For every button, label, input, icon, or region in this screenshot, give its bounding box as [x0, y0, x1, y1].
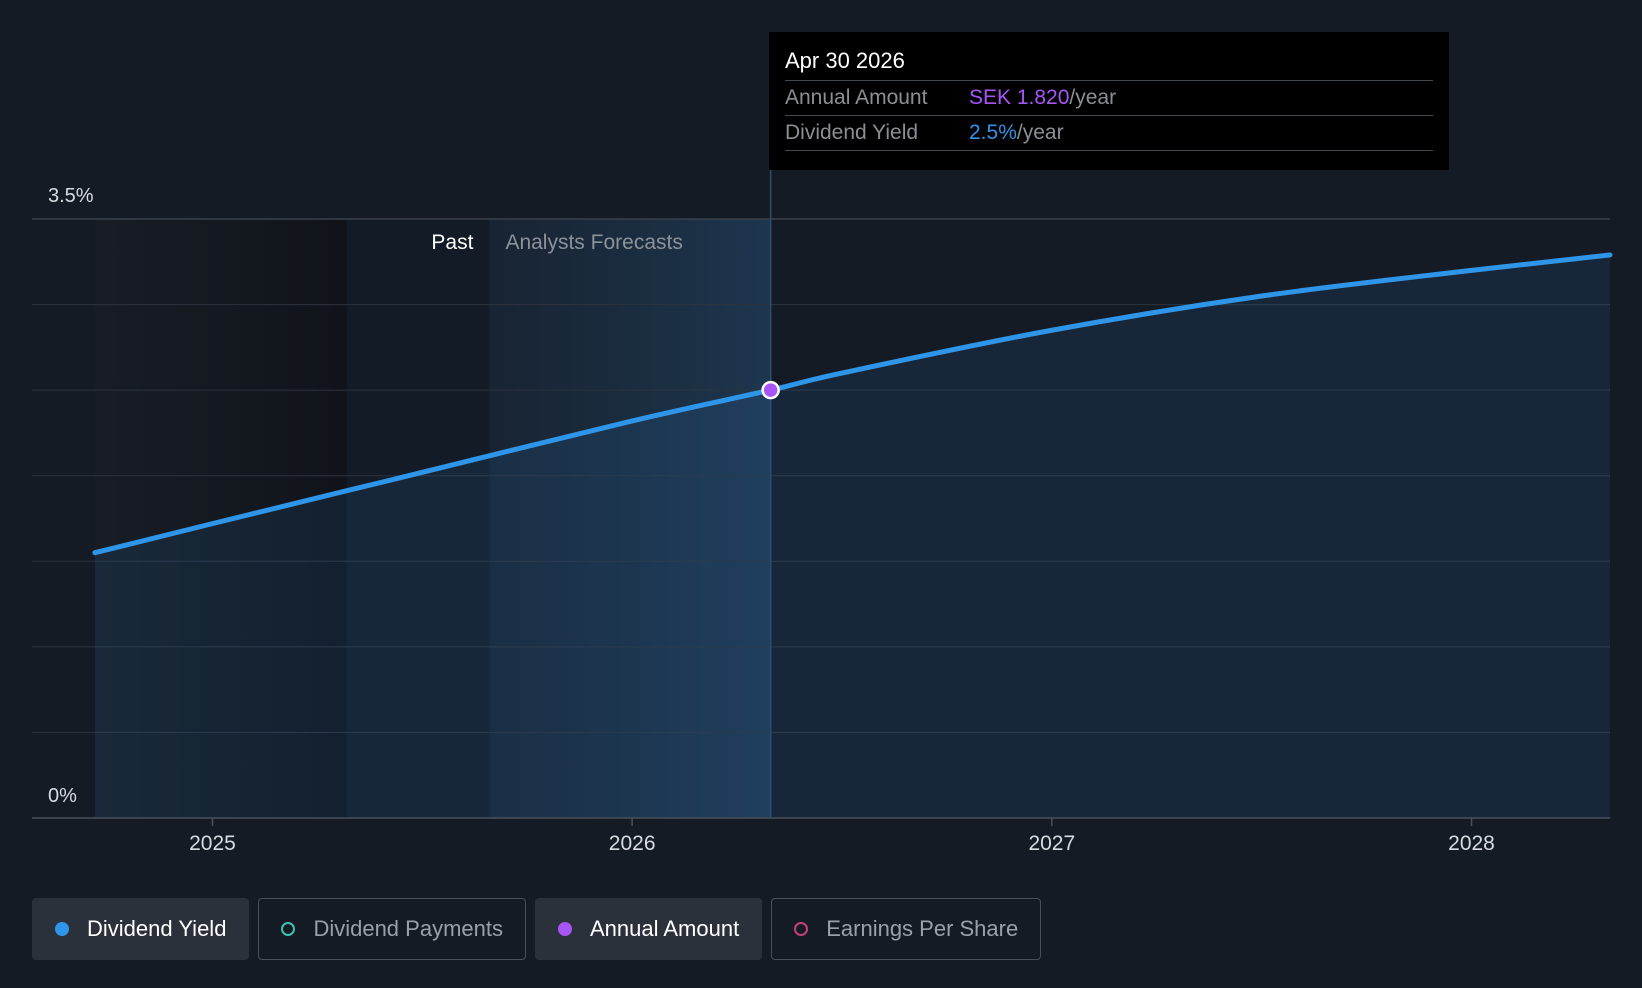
gridlines: [32, 218, 1610, 733]
legend-dividend-yield-button[interactable]: Dividend Yield: [32, 898, 250, 960]
chart-tooltip: Apr 30 2026 Annual Amount SEK 1.820 /yea…: [769, 32, 1449, 170]
annual-amount-marker[interactable]: [761, 380, 780, 400]
forecast-highlight-region: [489, 219, 771, 818]
tooltip-unit: /year: [1069, 86, 1117, 109]
dot-icon: [557, 922, 572, 936]
tooltip-unit: /year: [1016, 121, 1064, 144]
dot-icon: [55, 922, 69, 936]
dividend-yield-line: [92, 252, 1613, 556]
analysts-forecasts-label: Analysts Forecasts: [505, 231, 682, 254]
past-region: [94, 219, 347, 818]
legend-label: Annual Amount: [589, 916, 740, 941]
tooltip-date: Apr 30 2026: [785, 46, 1433, 81]
chart-legend: Dividend Yield Dividend Payments Annual …: [32, 898, 1042, 960]
tooltip-value: 2.5%: [969, 121, 1017, 144]
tooltip-value: SEK 1.820: [969, 86, 1070, 109]
y-tick-label: 0%: [48, 785, 77, 807]
x-tick-label: 2028: [1448, 832, 1495, 855]
x-axis-ticks: 2025 2026 2027 2028: [189, 818, 1495, 855]
x-tick-label: 2026: [609, 832, 656, 855]
ring-icon: [794, 922, 809, 936]
x-tick-label: 2027: [1028, 832, 1075, 855]
tooltip-row-annual-amount: Annual Amount SEK 1.820 /year: [785, 81, 1433, 116]
y-tick-label: 3.5%: [48, 185, 94, 207]
dividend-yield-area: [94, 254, 1610, 818]
y-axis-ticks: 0% 3.5%: [48, 185, 94, 807]
tooltip-label: Annual Amount: [785, 86, 928, 109]
past-transition-region: [346, 219, 490, 818]
ring-icon: [281, 922, 296, 936]
x-tick-label: 2025: [189, 832, 236, 855]
legend-label: Dividend Yield: [87, 916, 227, 941]
legend-earnings-per-share-button[interactable]: Earnings Per Share: [771, 898, 1042, 960]
legend-dividend-payments-button[interactable]: Dividend Payments: [258, 898, 526, 960]
tooltip-label: Dividend Yield: [785, 121, 919, 144]
past-label: Past: [431, 231, 473, 254]
legend-label: Dividend Payments: [313, 916, 503, 941]
legend-label: Earnings Per Share: [826, 916, 1019, 941]
tooltip-row-dividend-yield: Dividend Yield 2.5% /year: [785, 116, 1433, 151]
legend-annual-amount-button[interactable]: Annual Amount: [534, 898, 763, 960]
